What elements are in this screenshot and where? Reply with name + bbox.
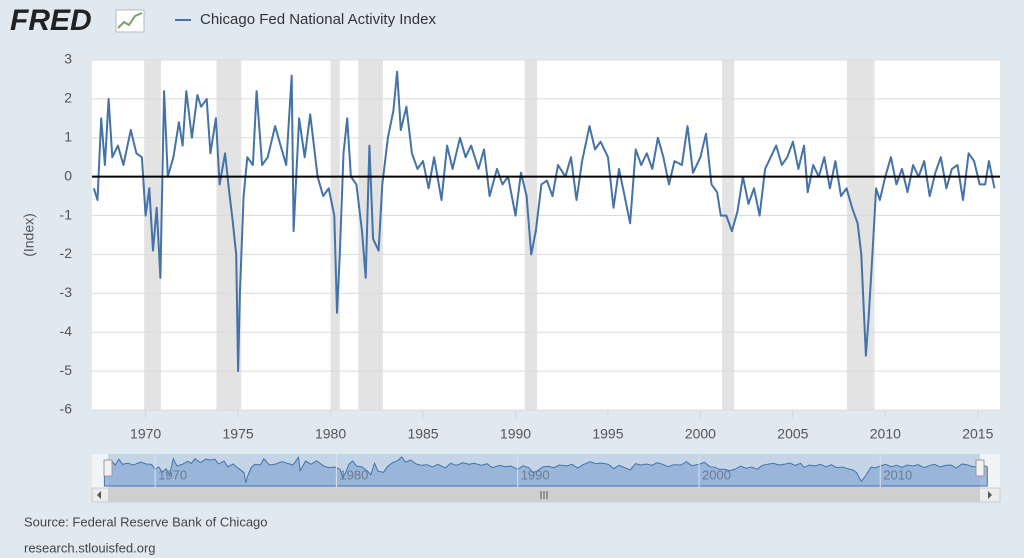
logo: FRED [10, 4, 92, 37]
scroll-right[interactable] [988, 491, 992, 499]
y-tick-label: -6 [60, 401, 73, 417]
recession-band [722, 60, 735, 410]
x-tick-label: 1970 [130, 426, 161, 442]
scroll-grip [540, 491, 548, 499]
logo-icon [115, 9, 145, 33]
x-tick-label: 1975 [223, 426, 254, 442]
navigator-tick-label: 2000 [702, 467, 731, 482]
x-tick-label: 1985 [407, 426, 438, 442]
y-tick-label: -2 [60, 245, 73, 261]
navigator-area [103, 455, 988, 487]
y-tick-label: -4 [60, 323, 73, 339]
navigator-handle[interactable] [103, 459, 113, 477]
y-tick-label: 0 [64, 167, 72, 183]
navigator-tick-label: 2010 [883, 467, 912, 482]
navigator-handle[interactable] [975, 459, 985, 477]
x-tick-label: 1990 [500, 426, 531, 442]
y-tick-label: -1 [60, 206, 73, 222]
recession-band [846, 60, 875, 410]
x-tick-label: 1995 [592, 426, 623, 442]
y-tick-label: -3 [60, 284, 73, 300]
recession-band [524, 60, 538, 410]
source: Source: Federal Reserve Bank of Chicago [24, 514, 268, 529]
navigator-tick-label: 1980 [339, 467, 368, 482]
navigator: 1970 1980 1990 2000 2010 [91, 454, 1001, 503]
navigator-tick-label: 1990 [521, 467, 550, 482]
site: research.stlouisfed.org [24, 540, 156, 555]
y-tick-label: 3 [64, 51, 72, 67]
y-tick-label: 2 [64, 90, 72, 106]
x-tick-label: 2005 [777, 426, 808, 442]
y-axis-label: (Index) [21, 213, 37, 257]
legend-label: Chicago Fed National Activity Index [200, 11, 436, 28]
scroll-left[interactable] [97, 491, 101, 499]
y-tick-label: 1 [64, 128, 72, 144]
y-tick-label: -5 [60, 362, 73, 378]
x-tick-label: 2000 [685, 426, 716, 442]
x-tick-label: 1980 [315, 426, 346, 442]
series-line [92, 70, 996, 373]
x-tick-label: 2010 [870, 426, 901, 442]
navigator-tick-label: 1970 [158, 467, 187, 482]
x-tick-label: 2015 [962, 426, 993, 442]
